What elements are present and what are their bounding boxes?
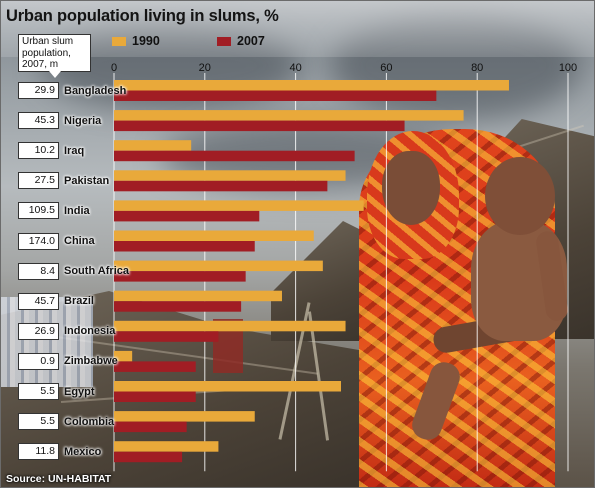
bar-2007-south-africa	[114, 271, 246, 282]
legend-label-2007: 2007	[237, 34, 265, 48]
woman-face	[382, 151, 440, 225]
bar-1990-indonesia	[114, 320, 346, 332]
bar-2007-india	[114, 210, 260, 222]
bar-2007-china	[114, 241, 255, 252]
slum-population-value: 5.5	[18, 383, 59, 400]
category-label: Mexico	[64, 445, 102, 458]
slum-population-value: 0.9	[18, 352, 59, 370]
slum-population-value: 8.4	[18, 262, 59, 280]
bar-2007-nigeria	[114, 120, 405, 132]
slum-population-value: 11.8	[18, 443, 59, 461]
x-tick-label: 0	[111, 62, 117, 74]
category-label: Iraq	[64, 144, 85, 157]
category-label: Egypt	[64, 385, 95, 398]
category-label: India	[64, 204, 90, 217]
bar-1990-bangladesh	[114, 80, 509, 91]
bar-2007-colombia	[114, 421, 187, 433]
category-label: South Africa	[64, 265, 129, 278]
category-label: China	[64, 235, 95, 247]
category-label: Indonesia	[64, 325, 116, 338]
bar-1990-mexico	[114, 441, 219, 452]
bar-1990-china	[114, 230, 314, 241]
bar-1990-iraq	[114, 140, 192, 151]
title-band	[1, 1, 594, 57]
category-label: Pakistan	[64, 174, 110, 187]
chart-title: Urban population living in slums, %	[6, 7, 279, 25]
bar-1990-zimbabwe	[114, 350, 133, 362]
bar-1990-india	[114, 200, 364, 211]
category-label: Zimbabwe	[64, 355, 118, 368]
category-label: Colombia	[64, 415, 115, 428]
slum-population-value: 26.9	[18, 322, 59, 340]
slum-population-value: 174.0	[18, 232, 59, 250]
category-label: Brazil	[64, 295, 94, 308]
bar-1990-pakistan	[114, 170, 346, 181]
legend-swatch-2007	[217, 36, 231, 46]
category-label: Nigeria	[64, 114, 102, 127]
bar-2007-zimbabwe	[114, 361, 196, 372]
category-label: Bangladesh	[64, 84, 127, 97]
bar-1990-nigeria	[114, 110, 464, 121]
bar-2007-egypt	[114, 391, 196, 402]
x-tick-label: 40	[289, 62, 301, 74]
legend-swatch-1990	[112, 36, 126, 46]
x-tick-label: 60	[380, 62, 392, 74]
bar-1990-south-africa	[114, 260, 323, 272]
bar-2007-bangladesh	[114, 90, 437, 101]
bar-2007-brazil	[114, 301, 242, 312]
background-cloth	[1, 297, 93, 387]
source-note: Source: UN-HABITAT	[6, 473, 112, 485]
bar-2007-iraq	[114, 150, 355, 162]
child-head	[485, 157, 555, 235]
slum-population-value: 10.2	[18, 142, 59, 160]
slum-population-value: 5.5	[18, 413, 59, 431]
slum-population-value: 45.7	[18, 292, 59, 310]
legend-label-1990: 1990	[132, 34, 160, 48]
slum-population-value: 45.3	[18, 112, 59, 130]
bar-1990-colombia	[114, 411, 255, 422]
unit-label-box: Urban slum population, 2007, m	[18, 34, 91, 78]
bar-1990-brazil	[114, 290, 282, 302]
slum-population-value: 109.5	[18, 202, 59, 220]
bar-2007-indonesia	[114, 331, 219, 342]
slum-population-value: 27.5	[18, 172, 59, 190]
legend-item-1990: 1990	[112, 34, 160, 48]
legend-item-2007: 2007	[217, 34, 265, 48]
x-tick-label: 80	[471, 62, 483, 74]
x-tick-label: 20	[199, 62, 211, 74]
slum-population-value: 29.9	[18, 82, 59, 99]
bar-2007-mexico	[114, 451, 183, 463]
x-tick-label: 100	[559, 62, 577, 74]
bar-2007-pakistan	[114, 180, 328, 192]
bar-1990-egypt	[114, 381, 341, 392]
